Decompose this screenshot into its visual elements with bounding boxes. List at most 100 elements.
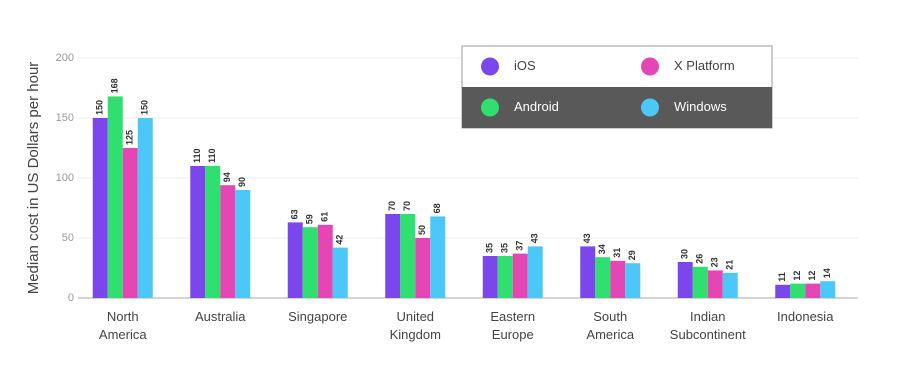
bar bbox=[205, 166, 221, 298]
bar bbox=[190, 166, 206, 298]
legend-swatch bbox=[641, 57, 659, 76]
value-label: 70 bbox=[387, 201, 397, 211]
bar bbox=[235, 190, 251, 298]
legend-swatch bbox=[481, 57, 499, 76]
value-label: 61 bbox=[320, 212, 330, 222]
value-label: 11 bbox=[777, 272, 787, 282]
bar bbox=[385, 214, 401, 298]
value-label: 110 bbox=[192, 148, 202, 163]
label-line: Kingdom bbox=[390, 327, 441, 342]
value-label: 31 bbox=[612, 248, 622, 258]
bar bbox=[92, 118, 108, 298]
bar bbox=[415, 238, 431, 298]
value-label: 30 bbox=[680, 249, 690, 259]
label-line: Indonesia bbox=[777, 309, 834, 324]
x-tick-label: Indian Subcontinent bbox=[670, 309, 746, 342]
bar bbox=[820, 281, 836, 298]
value-label: 14 bbox=[822, 268, 832, 278]
value-label: 37 bbox=[515, 241, 525, 251]
bar bbox=[482, 256, 498, 298]
value-label: 34 bbox=[597, 244, 607, 254]
value-label: 29 bbox=[627, 250, 637, 260]
y-tick-label: 100 bbox=[56, 172, 74, 184]
bar bbox=[302, 227, 318, 298]
value-label: 12 bbox=[807, 271, 817, 281]
y-tick-label: 200 bbox=[56, 52, 74, 64]
bar bbox=[677, 262, 693, 298]
legend-label: Windows bbox=[674, 99, 727, 114]
value-label: 43 bbox=[582, 233, 592, 243]
value-label: 21 bbox=[725, 260, 735, 270]
label-line: Subcontinent bbox=[670, 327, 746, 342]
value-label: 42 bbox=[335, 235, 345, 245]
y-tick-label: 150 bbox=[56, 112, 74, 124]
value-label: 50 bbox=[417, 225, 427, 235]
bar bbox=[497, 256, 513, 298]
value-label: 90 bbox=[237, 177, 247, 187]
bar bbox=[692, 266, 708, 298]
bar bbox=[580, 246, 596, 298]
label-line: United bbox=[396, 309, 434, 324]
value-label: 12 bbox=[792, 271, 802, 281]
y-tick-label: 0 bbox=[68, 292, 74, 304]
legend-label: iOS bbox=[514, 58, 536, 73]
bar bbox=[332, 247, 348, 298]
label-line: South bbox=[593, 309, 627, 324]
value-label: 94 bbox=[222, 172, 232, 182]
legend-row-dark bbox=[462, 87, 772, 128]
label-line: Australia bbox=[195, 309, 246, 324]
bar bbox=[527, 246, 543, 298]
bar bbox=[805, 283, 821, 298]
bar bbox=[400, 214, 416, 298]
legend-label: Android bbox=[514, 99, 559, 114]
bar bbox=[775, 284, 791, 298]
x-tick-label: Singapore bbox=[288, 309, 347, 324]
label-line: Europe bbox=[492, 327, 534, 342]
bar bbox=[122, 148, 138, 298]
value-label: 63 bbox=[290, 209, 300, 219]
bar bbox=[317, 224, 333, 298]
label-line: Eastern bbox=[490, 309, 535, 324]
value-label: 35 bbox=[500, 243, 510, 253]
x-tick-label: United Kingdom bbox=[390, 309, 441, 342]
bar bbox=[287, 222, 303, 298]
value-label: 59 bbox=[305, 214, 315, 224]
x-tick-label: Eastern Europe bbox=[490, 309, 535, 342]
value-label: 168 bbox=[110, 78, 120, 93]
legend-swatch bbox=[641, 98, 659, 117]
x-tick-label: South America bbox=[586, 309, 634, 342]
value-label: 150 bbox=[140, 100, 150, 115]
bar bbox=[512, 253, 528, 298]
x-tick-label: North America bbox=[99, 309, 147, 342]
bar bbox=[107, 96, 123, 299]
value-label: 110 bbox=[207, 148, 217, 163]
bar bbox=[625, 263, 641, 298]
value-label: 68 bbox=[432, 203, 442, 213]
y-tick-label: 50 bbox=[62, 232, 74, 244]
label-line: Singapore bbox=[288, 309, 347, 324]
label-line: North bbox=[107, 309, 139, 324]
value-label: 35 bbox=[485, 243, 495, 253]
legend-label: X Platform bbox=[674, 58, 735, 73]
value-label: 125 bbox=[125, 130, 135, 145]
bar bbox=[707, 270, 723, 298]
bar bbox=[220, 185, 236, 298]
bar bbox=[430, 216, 446, 298]
bar bbox=[610, 260, 626, 298]
x-tick-label: Australia bbox=[195, 309, 246, 324]
label-line: America bbox=[586, 327, 634, 342]
value-label: 70 bbox=[402, 201, 412, 211]
x-tick-label: Indonesia bbox=[777, 309, 834, 324]
value-label: 26 bbox=[695, 254, 705, 264]
bar bbox=[790, 283, 806, 298]
legend-swatch bbox=[481, 98, 499, 117]
label-line: America bbox=[99, 327, 147, 342]
value-label: 43 bbox=[530, 233, 540, 243]
bar bbox=[137, 118, 153, 298]
value-label: 23 bbox=[710, 257, 720, 267]
value-label: 150 bbox=[95, 100, 105, 115]
bar bbox=[722, 272, 738, 298]
y-axis-label: Median cost in US Dollars per hour bbox=[25, 62, 42, 295]
bar bbox=[595, 257, 611, 298]
